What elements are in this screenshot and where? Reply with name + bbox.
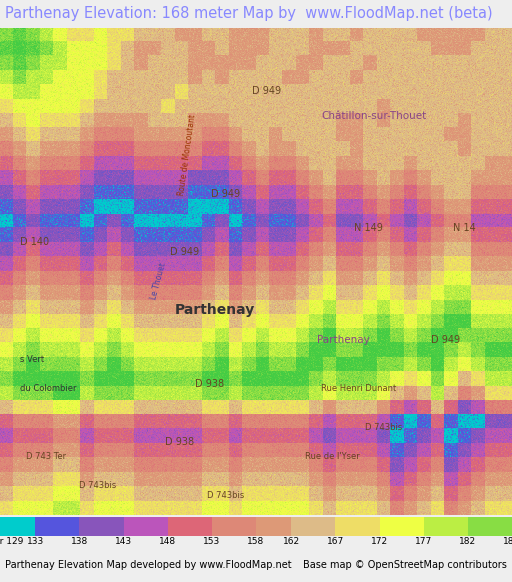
Text: 148: 148 [159,537,176,546]
Text: 172: 172 [371,537,388,546]
Text: Châtillon-sur-Thouet: Châtillon-sur-Thouet [321,111,426,120]
Text: 182: 182 [459,537,477,546]
Text: D 743bis: D 743bis [207,491,244,500]
Text: 177: 177 [415,537,432,546]
Text: D 743bis: D 743bis [366,423,402,432]
Bar [335,517,379,535]
Text: D 743bis: D 743bis [79,481,116,491]
Text: 133: 133 [27,537,44,546]
Bar [35,517,79,535]
Text: D 743 Ter: D 743 Ter [26,452,66,461]
Text: D 140: D 140 [20,237,50,247]
Text: N 14: N 14 [454,223,476,233]
Bar [291,517,335,535]
Text: Parthenay Elevation: 168 meter Map by  www.FloodMap.net (beta): Parthenay Elevation: 168 meter Map by ww… [5,6,493,22]
Text: Base map © OpenStreetMap contributors: Base map © OpenStreetMap contributors [303,560,507,570]
Bar [0,517,35,535]
Text: Parthenay: Parthenay [175,303,255,317]
Text: Parthenay Elevation Map developed by www.FloodMap.net: Parthenay Elevation Map developed by www… [5,560,292,570]
Bar [212,517,256,535]
Text: 187: 187 [503,537,512,546]
Text: Parthenay: Parthenay [316,335,370,345]
Text: D 949: D 949 [252,86,281,96]
Text: meter 129: meter 129 [0,537,24,546]
Text: 153: 153 [203,537,221,546]
Bar [168,517,212,535]
Text: Rue Henri Dunant: Rue Henri Dunant [321,384,396,393]
Bar [79,517,123,535]
Text: s Vert: s Vert [20,354,45,364]
Text: 138: 138 [71,537,88,546]
Text: N 149: N 149 [354,223,383,233]
Text: Le Thouet: Le Thouet [150,262,168,301]
Text: D 949: D 949 [211,189,240,198]
Text: 143: 143 [115,537,132,546]
Text: du Colombier: du Colombier [20,384,77,393]
Bar [379,517,424,535]
Text: D 938: D 938 [165,437,194,447]
Text: 162: 162 [283,537,300,546]
Text: 167: 167 [327,537,344,546]
Bar [123,517,168,535]
Text: D 938: D 938 [196,378,224,389]
Text: D 949: D 949 [170,247,199,257]
Bar [468,517,512,535]
Bar [424,517,468,535]
Text: D 949: D 949 [431,335,460,345]
Bar [256,517,291,535]
Text: Route de Moncoutant: Route de Moncoutant [177,113,197,196]
Text: Rue de l'Yser: Rue de l'Yser [306,452,360,461]
Text: 158: 158 [247,537,265,546]
